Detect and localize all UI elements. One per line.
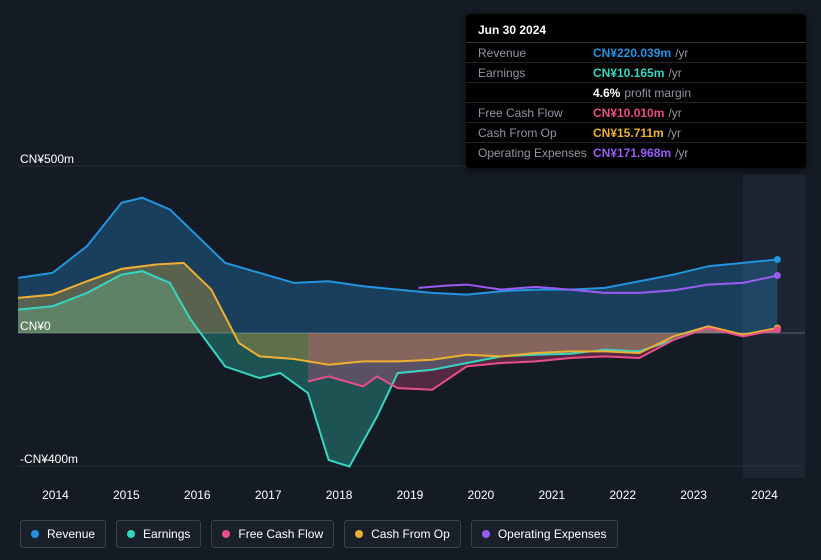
tooltip-row-label: Revenue (478, 47, 593, 59)
tooltip-row: RevenueCN¥220.039m/yr (466, 42, 806, 62)
x-axis-label: 2014 (20, 488, 91, 502)
tooltip-row-suffix: /yr (675, 47, 688, 59)
tooltip-title: Jun 30 2024 (466, 20, 806, 42)
tooltip-row: Operating ExpensesCN¥171.968m/yr (466, 142, 806, 162)
tooltip-row: 4.6% profit margin (466, 82, 806, 102)
legend: Revenue Earnings Free Cash Flow Cash From O… (20, 520, 618, 548)
tooltip-row-value: 4.6% (593, 87, 620, 99)
legend-swatch (127, 530, 135, 538)
tooltip-row-value: CN¥15.711m (593, 127, 664, 139)
tooltip-row-label: Earnings (478, 67, 593, 79)
legend-item-operating_expenses[interactable]: Operating Expenses (471, 520, 618, 548)
financial-chart: CN¥500m CN¥0 -CN¥400m 20142015201620172018… (0, 0, 821, 560)
tooltip-row: Cash From OpCN¥15.711m/yr (466, 122, 806, 142)
x-axis-label: 2016 (162, 488, 233, 502)
x-axis-label: 2024 (729, 488, 800, 502)
legend-swatch (482, 530, 490, 538)
legend-item-earnings[interactable]: Earnings (116, 520, 201, 548)
legend-swatch (31, 530, 39, 538)
tooltip-row-value: CN¥10.010m (593, 107, 664, 119)
tooltip-row-suffix: /yr (675, 147, 688, 159)
x-axis-label: 2017 (233, 488, 304, 502)
tooltip-row-suffix: /yr (668, 67, 681, 79)
tooltip-row-label: Operating Expenses (478, 147, 593, 159)
tooltip-row-suffix: profit margin (624, 87, 691, 99)
tooltip-row-value: CN¥220.039m (593, 47, 671, 59)
legend-item-label: Earnings (143, 527, 190, 541)
legend-item-free_cash_flow[interactable]: Free Cash Flow (211, 520, 334, 548)
tooltip-row-value: CN¥10.165m (593, 67, 664, 79)
tooltip-row-label (478, 87, 593, 99)
y-axis-label: -CN¥400m (20, 452, 78, 466)
legend-swatch (222, 530, 230, 538)
x-axis-label: 2019 (375, 488, 446, 502)
x-axis-label: 2020 (445, 488, 516, 502)
tooltip-row-label: Free Cash Flow (478, 107, 593, 119)
tooltip-row-value: CN¥171.968m (593, 147, 671, 159)
legend-item-label: Revenue (47, 527, 95, 541)
legend-item-cash_from_op[interactable]: Cash From Op (344, 520, 461, 548)
tooltip-row: EarningsCN¥10.165m/yr (466, 62, 806, 82)
legend-item-revenue[interactable]: Revenue (20, 520, 106, 548)
tooltip-row-label: Cash From Op (478, 127, 593, 139)
y-axis-label: CN¥500m (20, 152, 74, 166)
x-axis-label: 2018 (304, 488, 375, 502)
x-axis-label: 2015 (91, 488, 162, 502)
legend-item-label: Operating Expenses (498, 527, 607, 541)
tooltip-row: Free Cash FlowCN¥10.010m/yr (466, 102, 806, 122)
legend-item-label: Cash From Op (371, 527, 450, 541)
legend-swatch (355, 530, 363, 538)
x-axis-label: 2022 (587, 488, 658, 502)
tooltip-row-suffix: /yr (668, 127, 681, 139)
x-axis-label: 2023 (658, 488, 729, 502)
x-axis-labels: 2014201520162017201820192020202120222023… (20, 488, 800, 502)
tooltip-row-suffix: /yr (668, 107, 681, 119)
legend-item-label: Free Cash Flow (238, 527, 323, 541)
hover-tooltip: Jun 30 2024 RevenueCN¥220.039m/yrEarning… (466, 14, 806, 168)
x-axis-label: 2021 (516, 488, 587, 502)
y-axis-label: CN¥0 (20, 319, 51, 333)
